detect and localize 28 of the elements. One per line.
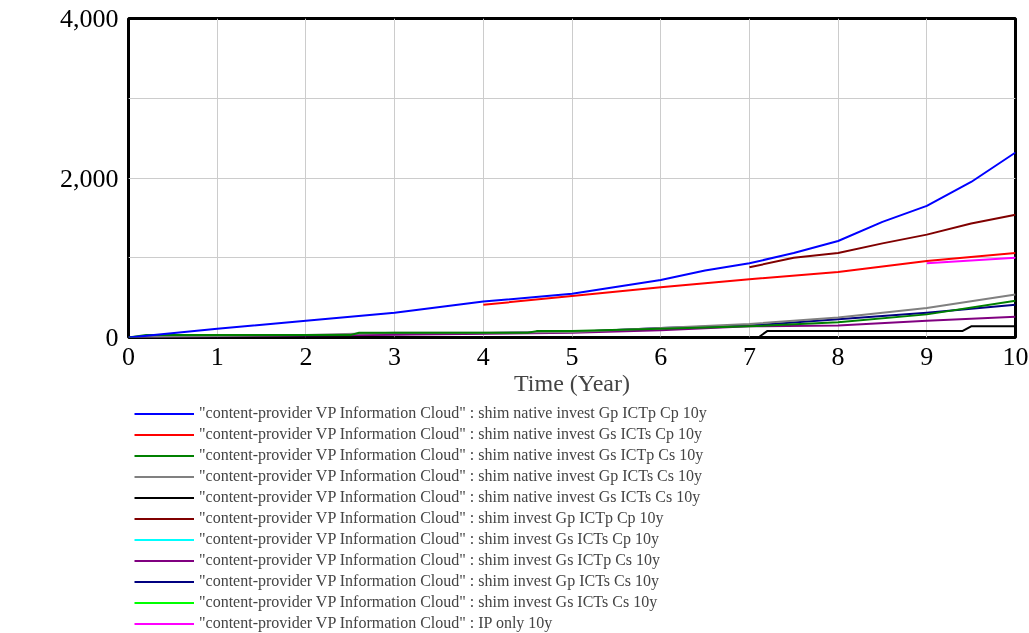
line-series — [748, 213, 1016, 269]
x-tick-label: 4 — [476, 341, 490, 371]
legend-label: "content-provider VP Information Cloud" : shim native invest Gp ICTp Cp 10y — [199, 404, 707, 422]
line-series — [128, 151, 1016, 338]
y-tick-label: 2,000 — [60, 163, 119, 193]
line-series — [482, 251, 1016, 306]
x-tick-label: 10 — [1002, 341, 1029, 371]
x-axis-title: Time (Year) — [513, 369, 631, 396]
legend-label: "content-provider VP Information Cloud" : shim invest Gp ICTs Cs 10y — [199, 572, 659, 590]
x-tick-label: 1 — [210, 341, 224, 371]
x-tick-label: 9 — [920, 341, 934, 371]
legend-label: "content-provider VP Information Cloud" : shim invest Gs ICTs Cs 10y — [199, 593, 658, 611]
x-tick-label: 6 — [654, 341, 668, 371]
y-tick-label: 0 — [105, 323, 119, 352]
legend-label: "content-provider VP Information Cloud" : shim native invest Gp ICTs Cs 10y — [199, 467, 703, 485]
legend-label: "content-provider VP Information Cloud" : IP only 10y — [199, 614, 553, 632]
x-tick-label: 5 — [565, 341, 579, 371]
legend-label: "content-provider VP Information Cloud" : shim native invest Gs ICTp Cs 10y — [199, 446, 704, 464]
legend-label: "content-provider VP Information Cloud" : shim invest Gp ICTp Cp 10y — [199, 509, 664, 527]
x-tick-label: 8 — [831, 341, 845, 371]
legend-label: "content-provider VP Information Cloud" : shim invest Gs ICTp Cs 10y — [199, 551, 661, 569]
x-tick-label: 7 — [742, 341, 756, 371]
y-tick-label: 4,000 — [60, 4, 119, 33]
x-tick-label: 2 — [299, 341, 313, 371]
legend-label: "content-provider VP Information Cloud" : shim native invest Gs ICTs Cs 10y — [199, 488, 701, 506]
legend-label: "content-provider VP Information Cloud" : shim native invest Gs ICTs Cp 10y — [199, 425, 703, 443]
legend-label: "content-provider VP Information Cloud" : shim invest Gs ICTs Cp 10y — [199, 530, 659, 548]
x-tick-label: 3 — [388, 341, 402, 371]
